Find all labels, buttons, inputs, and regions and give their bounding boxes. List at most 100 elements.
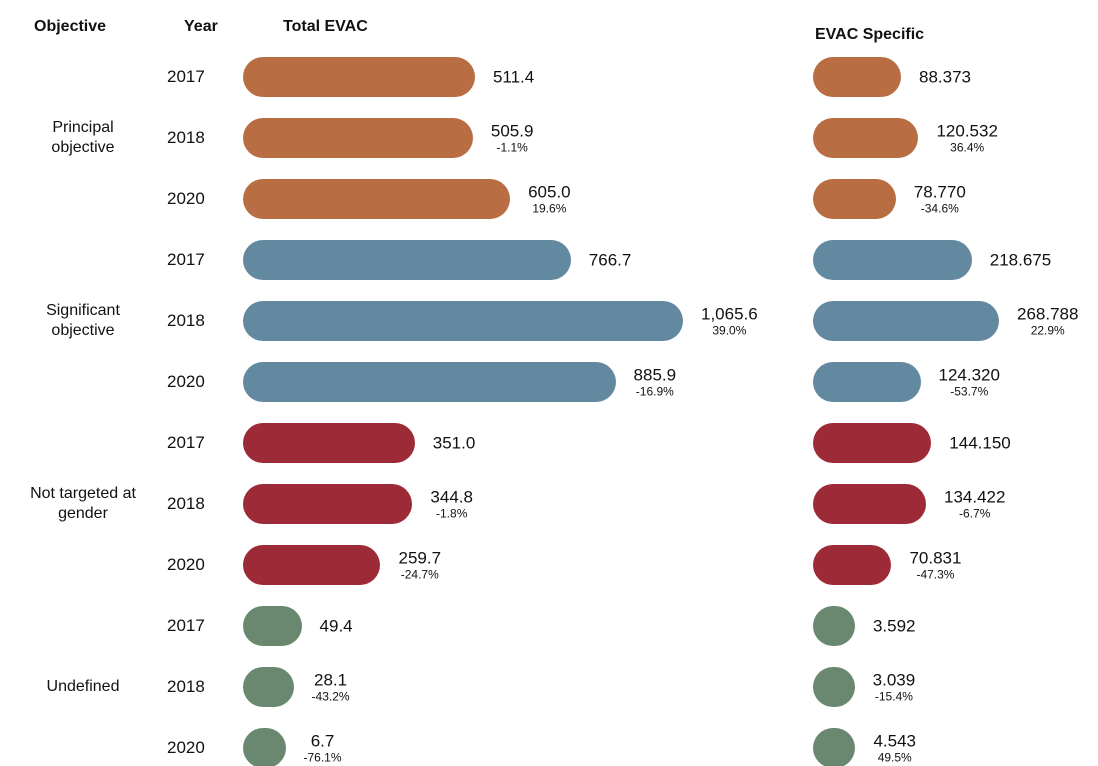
- value-text: 259.7: [398, 548, 442, 568]
- value-label: 78.770 -34.6%: [914, 183, 966, 216]
- bar: [813, 118, 919, 158]
- value-text: 505.9: [490, 121, 534, 141]
- value-label: 3.592: [873, 617, 916, 636]
- value-text: 120.532: [936, 121, 998, 141]
- year-label: 2020: [167, 555, 205, 574]
- bar: [813, 545, 892, 585]
- value-text: 78.770: [913, 182, 966, 202]
- year-label: 2018: [167, 311, 205, 330]
- value-text: 6.7: [310, 731, 335, 751]
- header-objective: Objective: [34, 18, 107, 35]
- value-label: 3.039 -15.4%: [873, 671, 916, 704]
- bar: [243, 301, 683, 341]
- year-label: 2017: [167, 250, 205, 269]
- bar: [243, 667, 294, 707]
- bar: [813, 57, 901, 97]
- header-year: Year: [184, 18, 218, 35]
- value-label: 144.150: [949, 434, 1010, 453]
- value-label: 344.8 -1.8%: [430, 488, 473, 521]
- value-text: 605.0: [528, 182, 571, 202]
- change-label: 19.6%: [532, 201, 567, 216]
- value-label: 6.7 -76.1%: [304, 732, 342, 765]
- value-text: 144.150: [949, 433, 1011, 453]
- change-label: -76.1%: [303, 750, 342, 765]
- change-label: -24.7%: [400, 567, 439, 582]
- header-total: Total EVAC: [283, 18, 368, 35]
- change-label: -1.1%: [496, 140, 528, 155]
- year-label: 2017: [167, 67, 205, 86]
- value-text: 124.320: [938, 365, 1000, 385]
- year-label: 2020: [167, 738, 205, 757]
- value-text: 3.039: [872, 670, 916, 690]
- year-label: 2017: [167, 433, 205, 452]
- bar: [243, 606, 302, 646]
- value-label: 88.373: [919, 68, 971, 87]
- value-text: 1,065.6: [701, 304, 758, 324]
- year-label: 2018: [167, 494, 205, 513]
- change-label: -6.7%: [959, 506, 991, 521]
- value-label: 511.4: [493, 68, 534, 87]
- bar: [813, 301, 999, 341]
- value-label: 120.532 36.4%: [936, 122, 997, 155]
- value-text: 511.4: [492, 67, 535, 87]
- year-label: 2020: [167, 372, 205, 391]
- bar: [813, 423, 932, 463]
- value-label: 28.1 -43.2%: [312, 671, 350, 704]
- bar: [243, 362, 616, 402]
- bar: [243, 57, 475, 97]
- bar: [813, 667, 855, 707]
- change-label: 49.5%: [877, 750, 912, 765]
- header-specific: EVAC Specific: [815, 26, 925, 43]
- value-text: 218.675: [989, 250, 1052, 270]
- value-label: 218.675: [990, 251, 1051, 270]
- bar: [243, 423, 415, 463]
- value-text: 344.8: [430, 487, 473, 507]
- change-label: -53.7%: [950, 384, 989, 399]
- value-text: 49.4: [319, 616, 353, 636]
- year-label: 2017: [167, 616, 205, 635]
- value-label: 134.422 -6.7%: [944, 488, 1005, 521]
- bar: [813, 240, 972, 280]
- value-text: 88.373: [919, 67, 971, 87]
- value-text: 28.1: [314, 670, 348, 690]
- change-label: -43.2%: [311, 689, 350, 704]
- value-text: 3.592: [872, 616, 916, 636]
- value-label: 885.9 -16.9%: [634, 366, 677, 399]
- objective-label: Principal objective: [51, 119, 115, 156]
- bar: [813, 606, 855, 646]
- change-label: 39.0%: [712, 323, 747, 338]
- value-label: 351.0: [433, 434, 476, 453]
- bar: [243, 545, 381, 585]
- bar: [243, 484, 413, 524]
- change-label: -47.3%: [916, 567, 955, 582]
- value-label: 70.831 -47.3%: [909, 549, 961, 582]
- value-text: 351.0: [432, 433, 476, 453]
- year-label: 2020: [167, 189, 205, 208]
- value-label: 505.9 -1.1%: [491, 122, 534, 155]
- bar: [813, 362, 921, 402]
- change-label: -15.4%: [874, 689, 913, 704]
- value-label: 259.7 -24.7%: [398, 549, 441, 582]
- value-label: 124.320 -53.7%: [939, 366, 1000, 399]
- value-label: 766.7: [589, 251, 632, 270]
- value-label: 268.788 22.9%: [1017, 305, 1078, 338]
- bar: [813, 179, 896, 219]
- objective-label: Not targeted at gender: [30, 485, 136, 522]
- bar: [243, 179, 511, 219]
- value-text: 4.543: [873, 731, 916, 751]
- value-text: 268.788: [1017, 304, 1079, 324]
- change-label: 22.9%: [1030, 323, 1065, 338]
- value-label: 49.4: [320, 617, 353, 636]
- change-label: -1.8%: [436, 506, 468, 521]
- bar: [813, 728, 856, 766]
- value-text: 134.422: [944, 487, 1006, 507]
- bar: [813, 484, 926, 524]
- change-label: -34.6%: [920, 201, 959, 216]
- objective-label: Significant objective: [46, 302, 120, 339]
- year-label: 2018: [167, 677, 205, 696]
- value-label: 1,065.6 39.0%: [701, 305, 758, 338]
- change-label: -16.9%: [635, 384, 674, 399]
- bar: [243, 240, 571, 280]
- bar: [243, 118, 473, 158]
